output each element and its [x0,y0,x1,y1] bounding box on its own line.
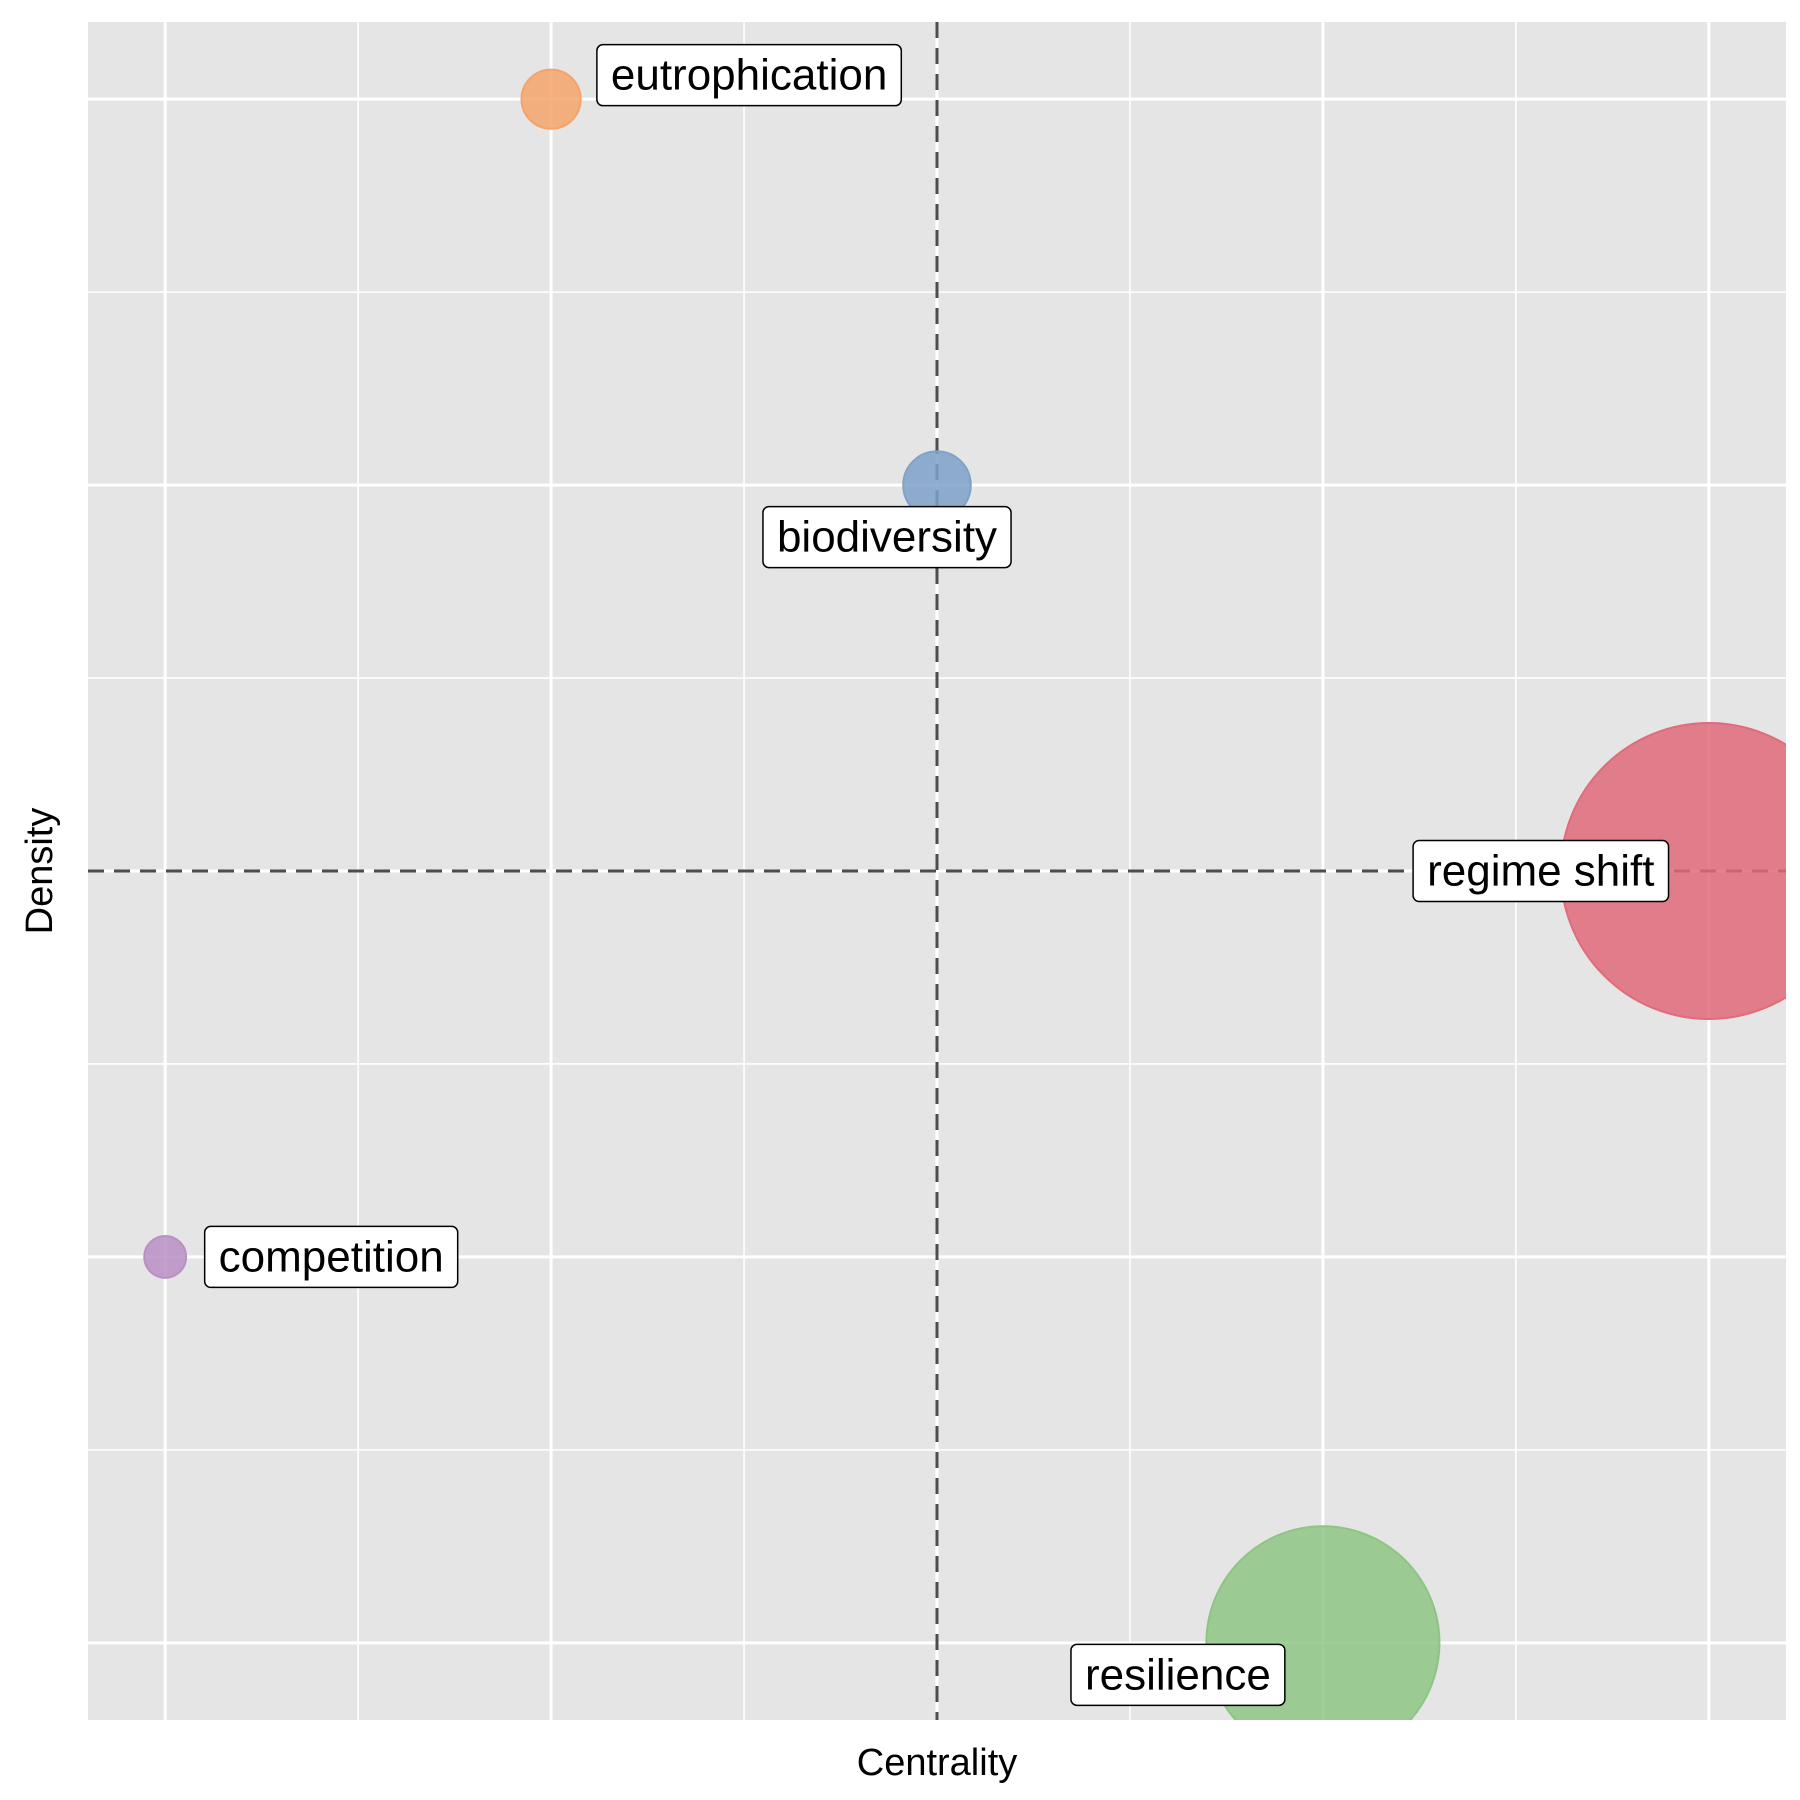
bubble-point [1205,1525,1441,1720]
bubble-label: resilience [1070,1643,1286,1707]
bubble-label-text: biodiversity [777,513,997,562]
bubble-label-text: resilience [1085,1650,1271,1699]
x-axis-title: Centrality [857,1742,1018,1784]
bubble-label: competition [203,1225,459,1289]
bubble-label-box [203,1225,459,1289]
bubble-label-box [762,505,1012,569]
bubble-label-text: eutrophication [611,51,887,100]
bubble-label: regime shift [1412,839,1670,903]
bubble-label-box [596,43,903,107]
bubble-label-box [1412,839,1670,903]
bubble-point [520,68,582,130]
bubbles [143,68,1786,1720]
y-axis-title: Density [19,808,61,935]
bubble-labels: eutrophication biodiversity regime shift co… [203,43,1670,1707]
bubble-label: eutrophication [596,43,903,107]
bubble-point [143,1234,188,1279]
bubble-label-box [1070,1643,1286,1707]
bubble-label-text: competition [219,1232,444,1281]
bubble-label: biodiversity [762,505,1012,569]
bubble-label-text: regime shift [1427,847,1654,896]
